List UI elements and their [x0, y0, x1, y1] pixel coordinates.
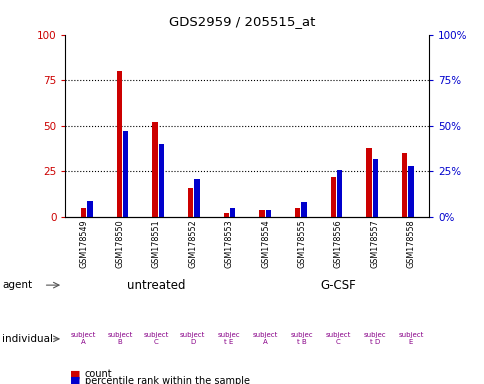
Text: GSM178552: GSM178552 — [188, 220, 197, 268]
Bar — [401, 153, 407, 217]
Text: GSM178556: GSM178556 — [333, 220, 342, 268]
Text: individual: individual — [2, 334, 53, 344]
Text: percentile rank within the sample: percentile rank within the sample — [85, 376, 249, 384]
Text: GSM178557: GSM178557 — [369, 220, 378, 268]
Bar — [123, 131, 128, 217]
Text: GSM178555: GSM178555 — [297, 220, 306, 268]
Text: ■: ■ — [70, 369, 81, 379]
Text: subject
A: subject A — [71, 333, 96, 345]
Text: GDS2959 / 205515_at: GDS2959 / 205515_at — [169, 15, 315, 28]
Text: subject
C: subject C — [325, 333, 350, 345]
Bar — [194, 179, 199, 217]
Text: subjec
t E: subjec t E — [217, 333, 240, 345]
Text: GSM178553: GSM178553 — [224, 220, 233, 268]
Text: GSM178554: GSM178554 — [260, 220, 270, 268]
Bar — [259, 210, 264, 217]
Text: G-CSF: G-CSF — [320, 279, 355, 291]
Text: subject
A: subject A — [252, 333, 278, 345]
Text: subject
C: subject C — [143, 333, 169, 345]
Bar — [372, 159, 377, 217]
Bar — [117, 71, 122, 217]
Text: count: count — [85, 369, 112, 379]
Text: GSM178550: GSM178550 — [115, 220, 124, 268]
Text: ■: ■ — [70, 376, 81, 384]
Bar — [223, 214, 228, 217]
Bar — [336, 170, 342, 217]
Bar — [87, 200, 92, 217]
Bar — [265, 210, 271, 217]
Bar — [158, 144, 164, 217]
Bar — [152, 122, 157, 217]
Bar — [365, 148, 371, 217]
Text: subject
B: subject B — [107, 333, 133, 345]
Bar — [330, 177, 335, 217]
Bar — [229, 208, 235, 217]
Text: GSM178549: GSM178549 — [79, 220, 88, 268]
Bar — [301, 202, 306, 217]
Text: subjec
t B: subjec t B — [290, 333, 313, 345]
Text: GSM178558: GSM178558 — [406, 220, 415, 268]
Bar — [294, 208, 300, 217]
Bar — [81, 208, 86, 217]
Text: subject
D: subject D — [180, 333, 205, 345]
Bar — [188, 188, 193, 217]
Text: untreated: untreated — [127, 279, 185, 291]
Text: subjec
t D: subjec t D — [363, 333, 385, 345]
Text: subject
E: subject E — [397, 333, 423, 345]
Text: GSM178551: GSM178551 — [151, 220, 161, 268]
Bar — [408, 166, 413, 217]
Text: agent: agent — [2, 280, 32, 290]
